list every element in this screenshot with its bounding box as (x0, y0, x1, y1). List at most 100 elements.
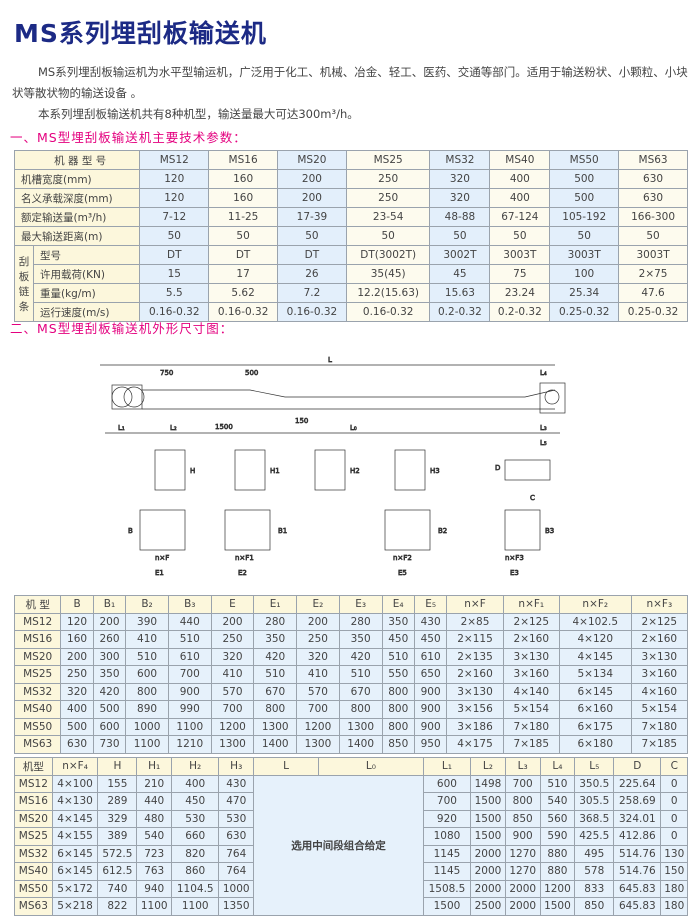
label-nF: n×F (155, 554, 169, 562)
column-header: E (210, 595, 255, 614)
table-row: MS20 200 300 510 610 320 420 320 420 510 610 2×135 3… (13, 647, 689, 666)
table-cell: 510 (125, 647, 169, 666)
table-cell: 578 (574, 862, 615, 881)
table-cell: 570 (296, 682, 340, 701)
label-150: 150 (295, 417, 308, 425)
column-header: L₀ (318, 757, 424, 776)
table-cell: 0 (660, 809, 688, 828)
table-cell: 1100 (136, 897, 173, 916)
model-header: MS12 (139, 150, 210, 170)
table-cell: 2×160 (502, 630, 560, 649)
table-cell: 660 (171, 827, 220, 846)
model-cell: MS50 (13, 717, 62, 736)
table-cell: 700 (167, 665, 212, 684)
label-nF1: n×F1 (235, 554, 254, 562)
table-cell: 4×145 (558, 647, 632, 666)
column-header: H (97, 757, 138, 776)
row-label: 机槽宽度(mm) (13, 169, 141, 189)
table-cell: 2000 (470, 862, 506, 881)
label-B2: B2 (438, 527, 447, 535)
table-cell: 11-25 (208, 207, 279, 227)
table-cell: 514.76 (613, 862, 662, 881)
table-cell: 4×145 (51, 809, 99, 828)
table-cell: 200 (210, 612, 255, 631)
table-header-row: 机 型 B B₁ B₂ B₃ E E₁ E₂ E₃ E₄ E₅ n×F n×F₁ n×F₂ n×F₃ (13, 595, 689, 614)
table-cell: 610 (413, 647, 448, 666)
table-cell: 1300 (296, 735, 340, 754)
model-cell: MS25 (13, 665, 62, 684)
table-cell: 400 (171, 774, 220, 793)
table-cell: 260 (92, 630, 127, 649)
row-label: 型号 (32, 245, 141, 265)
table-cell: 289 (97, 792, 138, 811)
table-cell: 320 (429, 169, 491, 189)
table-cell: 1300 (253, 717, 298, 736)
table-cell: 1200 (539, 879, 576, 898)
table-cell: 764 (218, 844, 255, 863)
table-cell: 350 (381, 612, 415, 631)
table-cell: 480 (136, 809, 173, 828)
model-header: MS16 (208, 150, 279, 170)
table-cell: DT (277, 245, 347, 265)
table-cell: 160 (60, 630, 94, 649)
table-cell: 700 (504, 774, 541, 793)
model-cell: MS63 (13, 735, 62, 754)
table-cell: 4×102.5 (558, 612, 632, 631)
model-cell: MS25 (14, 827, 53, 846)
table-row: MS63 5×218 822 1100 1100 1350 1500 2500 2000 1500… (14, 897, 688, 916)
column-header: E₅ (413, 595, 448, 614)
column-header: n×F₁ (502, 595, 560, 614)
table-row: MS50 500 600 1000 1100 1200 1300 1200 1300 800 900… (13, 717, 689, 736)
table-cell: 1000 (125, 717, 169, 736)
model-cell: MS12 (13, 612, 62, 631)
table-cell: 572.5 (97, 844, 138, 863)
table-cell: 420 (253, 647, 298, 666)
table-cell: 200 (296, 612, 340, 631)
table-cell: 0.2-0.32 (489, 302, 551, 322)
table-cell: 3×186 (446, 717, 504, 736)
table-cell: 0.16-0.32 (208, 302, 279, 322)
table-cell: 320 (210, 647, 255, 666)
intro-text: MS系列埋刮板输运机为水平型输运机，广泛用于化工、机械、冶金、轻工、医药、交通等… (12, 62, 692, 125)
table-cell: 258.69 (613, 792, 662, 811)
table-cell: 560 (539, 809, 576, 828)
table-cell: 510 (253, 665, 298, 684)
table-cell: 250 (60, 665, 94, 684)
table-cell: 800 (338, 700, 383, 719)
table-cell: 450 (171, 792, 220, 811)
dimension-table-1: 机 型 B B₁ B₂ B₃ E E₁ E₂ E₃ E₄ E₅ n×F n×F₁ n×F₂ n×F₃ MS12… (13, 595, 689, 754)
table-cell: 612.5 (97, 862, 138, 881)
table-cell: 850 (381, 735, 415, 754)
table-cell: 800 (253, 700, 298, 719)
table-cell: 600 (92, 717, 127, 736)
table-cell: 4×155 (51, 827, 99, 846)
table-cell: 75 (489, 264, 551, 284)
table-cell: 900 (413, 700, 448, 719)
table-cell: 100 (549, 264, 620, 284)
table-row: MS40 6×145 612.5 763 860 764 1145 2000 1270 880 57… (14, 862, 688, 881)
table-cell: 510 (167, 630, 212, 649)
table-cell: 440 (136, 792, 173, 811)
column-header: B₂ (125, 595, 169, 614)
table-header-row: 机型 n×F₄ H H₁ H₂ H₃ L L₀ L₁ L₂ L₃ L₄ L₅ D C (14, 757, 688, 776)
table-cell: 495 (574, 844, 615, 863)
header-cell: 机 器 型 号 (13, 150, 141, 170)
table-cell: 412.86 (613, 827, 662, 846)
table-row: MS63 630 730 1100 1210 1300 1400 1300 1400 850 950… (13, 735, 689, 754)
label-E1: E1 (155, 569, 164, 577)
table-cell: 900 (413, 717, 448, 736)
table-cell: 5×154 (502, 700, 560, 719)
table-cell: 510 (381, 647, 415, 666)
table-cell: 150 (660, 862, 688, 881)
table-cell: 3003T (618, 245, 688, 265)
table-cell: 250 (210, 630, 255, 649)
table-cell: 400 (489, 169, 551, 189)
table-cell: 420 (92, 682, 127, 701)
table-cell: 6×160 (558, 700, 632, 719)
table-cell: 7.2 (277, 283, 347, 303)
label-D: D (495, 464, 500, 472)
table-cell: 50 (549, 226, 620, 246)
table-cell: 5.5 (139, 283, 210, 303)
table-cell: 1145 (422, 844, 472, 863)
table-cell: 5×218 (51, 897, 99, 916)
